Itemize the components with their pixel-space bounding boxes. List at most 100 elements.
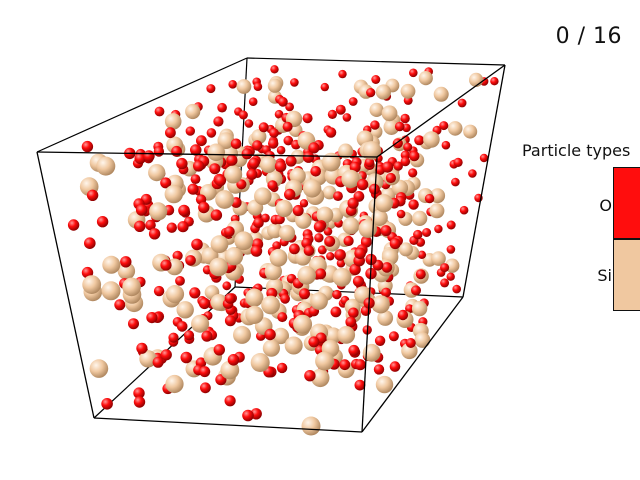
oxygen-particle (388, 331, 399, 342)
silicon-particle (215, 190, 235, 209)
silicon-particle (377, 310, 394, 326)
oxygen-particle (160, 259, 172, 271)
silicon-particle (164, 113, 182, 130)
silicon-particle (191, 314, 210, 333)
oxygen-particle (283, 135, 294, 146)
cell-edge (462, 64, 506, 298)
oxygen-particle (408, 199, 419, 210)
oxygen-particle (308, 336, 320, 348)
oxygen-particle (333, 191, 343, 202)
oxygen-particle (201, 330, 213, 342)
oxygen-particle (354, 359, 366, 371)
oxygen-particle (214, 174, 227, 187)
oxygen-particle (327, 109, 337, 119)
oxygen-particle (409, 150, 420, 162)
silicon-particle (412, 210, 428, 226)
oxygen-particle (299, 288, 310, 300)
oxygen-particle (310, 166, 322, 177)
oxygen-particle (352, 275, 365, 287)
oxygen-particle (166, 222, 177, 233)
oxygen-particle (349, 263, 361, 276)
oxygen-particle (369, 183, 380, 195)
oxygen-particle (304, 370, 316, 382)
oxygen-particle (274, 109, 284, 119)
silicon-particle (267, 78, 282, 93)
oxygen-particle (479, 153, 489, 163)
oxygen-particle (278, 96, 288, 107)
oxygen-particle (302, 151, 315, 163)
oxygen-particle (373, 364, 385, 375)
oxygen-particle (253, 217, 264, 228)
oxygen-particle (326, 252, 335, 261)
silicon-particle (259, 156, 277, 173)
silicon-particle (293, 314, 313, 334)
oxygen-particle (244, 119, 254, 128)
oxygen-particle (200, 382, 211, 394)
silicon-particle (423, 131, 440, 148)
oxygen-particle (315, 268, 327, 280)
oxygen-particle (145, 219, 156, 231)
oxygen-particle (267, 180, 278, 191)
oxygen-particle (241, 148, 253, 160)
silicon-particle (358, 219, 377, 238)
oxygen-particle (206, 128, 217, 138)
silicon-particle (310, 292, 328, 310)
silicon-particle (297, 266, 317, 285)
oxygen-particle (168, 332, 179, 343)
silicon-particle (315, 351, 335, 371)
silicon-particle (411, 300, 428, 317)
oxygen-particle (224, 226, 235, 237)
oxygen-particle (160, 177, 172, 189)
silicon-particle (264, 262, 282, 281)
silicon-particle (383, 119, 400, 135)
oxygen-particle (153, 146, 165, 157)
silicon-particle (245, 288, 264, 307)
oxygen-particle (191, 238, 203, 251)
oxygen-particle (371, 75, 381, 84)
silicon-particle (269, 248, 288, 267)
oxygen-particle (381, 287, 391, 298)
oxygen-particle (224, 395, 236, 407)
silicon-particle (267, 222, 283, 239)
silicon-particle (234, 231, 254, 251)
silicon-particle (463, 124, 478, 139)
silicon-particle (431, 251, 446, 266)
oxygen-particle (165, 127, 176, 139)
oxygen-particle (224, 293, 236, 304)
oxygen-particle (133, 396, 146, 408)
oxygen-particle (193, 160, 205, 172)
oxygen-particle (276, 362, 288, 374)
oxygen-particle (356, 178, 369, 191)
silicon-particle (362, 343, 381, 362)
oxygen-particle (314, 233, 324, 243)
oxygen-particle (285, 155, 297, 167)
silicon-particle (375, 84, 391, 100)
oxygen-particle (332, 289, 342, 300)
oxygen-particle (268, 138, 279, 149)
silicon-particle (341, 169, 360, 189)
oxygen-particle (236, 179, 247, 190)
oxygen-particle (348, 344, 360, 356)
silicon-particle (117, 262, 136, 280)
oxygen-particle (405, 338, 416, 348)
oxygen-particle (414, 135, 425, 146)
silicon-particle (101, 281, 121, 301)
oxygen-particle (292, 205, 304, 217)
silicon-particle (278, 224, 296, 242)
oxygen-particle (187, 183, 199, 195)
oxygen-particle (330, 306, 342, 318)
oxygen-particle (270, 65, 279, 74)
silicon-particle (261, 295, 280, 315)
oxygen-particle (128, 318, 139, 330)
simulation-cell-front (36, 64, 506, 433)
oxygen-particle (120, 256, 132, 268)
silicon-particle (245, 305, 264, 324)
oxygen-particle (290, 78, 299, 87)
oxygen-particle (405, 304, 414, 313)
silicon-particle (149, 202, 168, 221)
oxygen-particle (143, 150, 155, 162)
legend-title: Particle types (522, 141, 631, 160)
oxygen-particle (434, 224, 443, 234)
silicon-particle (210, 294, 228, 311)
